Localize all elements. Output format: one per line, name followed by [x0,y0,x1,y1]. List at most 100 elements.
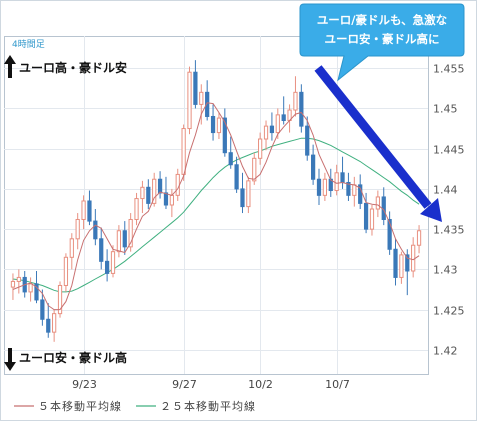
candle-body [187,71,192,130]
candle [322,172,328,201]
candle-body [275,114,280,134]
candle-body [169,194,174,206]
candle-body [57,284,63,315]
candle [52,309,57,342]
candle [281,96,286,125]
candle [393,238,398,286]
legend-ma25-label: ２５本移動平均線 [160,399,256,413]
candle [28,277,33,302]
y-tick-label: 1.445 [433,144,465,157]
y-axis-ticks: 1.42 1.425 1.43 1.435 1.44 1.445 1.45 1.455 [433,63,465,358]
candle [75,213,80,250]
x-tick-label: 10/7 [325,378,350,391]
candle [369,205,375,236]
candle [263,120,269,151]
ma25-line-group [12,137,420,293]
candle [63,253,69,292]
bottom-note: ユーロ安・豪ドル高 [4,348,127,371]
candle [146,179,151,210]
candle-body [128,218,133,248]
candle-body [181,128,186,175]
candle-body [222,117,227,154]
candle-body [63,256,69,286]
plot-frame [4,36,429,375]
ma5-line [12,102,420,311]
candle [216,112,222,140]
x-tick-label: 9/27 [172,378,197,391]
candle-body [34,283,39,301]
y-tick-label: 1.455 [433,63,465,76]
candle-body [252,157,257,182]
candle-body [16,276,21,282]
candle-body [411,244,416,272]
candle [240,172,245,214]
candle-body [157,178,163,194]
candle-body [81,200,86,220]
candle-body [352,184,357,196]
candle-body [269,125,275,134]
candle-body [322,178,328,196]
candle-body [46,318,51,333]
candle-body [228,152,233,166]
candle [346,172,351,201]
candle [387,211,392,255]
candles-group [10,60,422,342]
candle-body [193,71,198,105]
candle-body [399,254,404,278]
candle-body [10,280,16,288]
callout-shape [299,3,465,82]
y-tick-label: 1.43 [433,264,458,277]
candle [293,76,298,117]
bottom-note-text: ユーロ安・豪ドル高 [19,350,127,365]
y-tick-label: 1.42 [433,345,458,358]
candle-body [69,238,74,258]
candle [10,273,16,300]
candle-body [334,172,339,192]
candle [81,195,86,230]
candle [399,251,404,284]
candle-body [199,91,204,105]
up-arrow-icon [4,55,16,78]
candle-body [363,202,369,230]
candle-body [340,172,345,183]
candle-body [258,138,263,159]
trend-arrow-shaft [314,65,432,209]
candle [316,168,322,205]
candle-body [104,260,110,274]
candle-body [240,188,245,208]
top-note-text: ユーロ高・豪ドル安 [19,60,127,75]
candle [128,213,133,252]
candle-body [316,178,322,196]
candle-body [234,164,239,190]
callout-line1: ユーロ/豪ドルも、急激な [317,13,448,27]
candle-body [310,154,316,180]
candle-body [99,238,104,262]
candle-body [134,198,139,220]
candle [234,156,239,193]
candle [157,171,163,199]
candle [163,176,169,210]
candle [269,112,275,141]
callout-bubble: ユーロ/豪ドルも、急激な ユーロ安・豪ドル高に [299,3,465,82]
grid [4,36,428,374]
candle [246,176,251,214]
candle-body [299,91,304,127]
callout-line2: ユーロ安・豪ドル高に [325,32,440,46]
y-tick-label: 1.45 [433,103,458,116]
candle [93,209,98,246]
candle [416,225,422,254]
candle [116,225,122,258]
candle-body [369,208,375,230]
y-tick-label: 1.44 [433,184,458,197]
candle [199,84,204,125]
candle-body [75,218,80,240]
ma5-line-group [12,102,420,311]
candle [375,190,380,218]
legend-ma5-label: ５本移動平均線 [38,399,122,413]
candle-body [416,230,422,246]
x-tick-label: 9/23 [72,378,97,391]
candle-body [87,200,92,222]
candle-body [381,196,386,220]
candle-body [346,181,351,196]
